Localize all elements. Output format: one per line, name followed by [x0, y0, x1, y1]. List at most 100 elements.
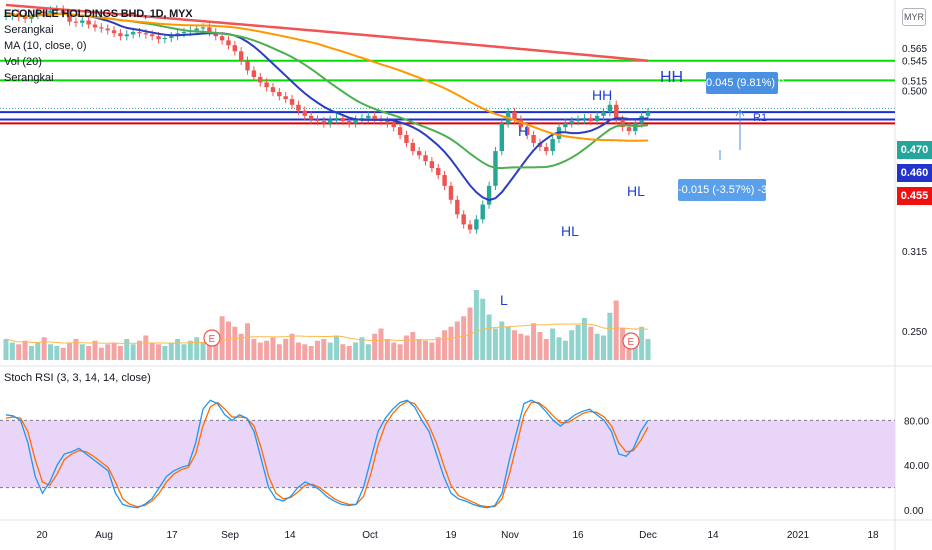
candle-body — [397, 127, 403, 135]
candle-body — [321, 121, 327, 124]
x-axis-tick: 18 — [867, 530, 879, 541]
candle-body — [264, 82, 269, 88]
volume-bar — [124, 339, 130, 360]
candle-body — [41, 11, 47, 14]
volume-bar — [429, 342, 435, 360]
volume-bar — [601, 335, 607, 360]
currency-button[interactable]: MYR — [902, 8, 926, 26]
candle-body — [270, 87, 276, 93]
volume-bar — [442, 330, 448, 360]
volume-bar — [156, 344, 162, 360]
annotation-label: HL — [561, 223, 579, 239]
volume-bar — [22, 340, 28, 360]
legend-line-2: MA (10, close, 0) — [4, 40, 87, 52]
volume-bar — [200, 342, 206, 360]
ma-10-line — [5, 12, 649, 202]
x-axis-tick: 14 — [284, 530, 296, 541]
price-y-tick: 0.315 — [902, 247, 927, 258]
annotation-label: H — [518, 123, 528, 139]
volume-bar — [346, 346, 352, 360]
volume-bar — [550, 328, 556, 360]
volume-bar — [594, 333, 600, 360]
volume-bar — [136, 340, 142, 360]
price-y-tick: 0.515 — [902, 76, 927, 87]
volume-bar — [645, 339, 651, 360]
volume-bar — [143, 335, 149, 360]
stoch-y-tick: 40.00 — [904, 461, 929, 472]
volume-bar — [543, 339, 549, 360]
candle-body — [645, 112, 651, 116]
candle-body — [99, 27, 104, 29]
volume-bar — [512, 330, 518, 360]
volume-bar — [607, 312, 613, 360]
candle-body — [105, 28, 110, 31]
candle-body — [200, 27, 206, 29]
candle-body — [512, 112, 517, 120]
candle-body — [80, 20, 85, 23]
volume-bar — [3, 339, 9, 360]
candle-body — [245, 60, 250, 71]
volume-bar — [117, 346, 123, 360]
price-y-tick: 0.565 — [902, 44, 927, 55]
earnings-marker-label: E — [209, 334, 216, 345]
volume-bar — [111, 342, 117, 360]
candle-body — [149, 34, 155, 37]
earnings-marker — [622, 332, 640, 350]
price-y-tick: 0.500 — [902, 87, 927, 98]
candle-body — [607, 104, 613, 113]
volume-bar — [505, 326, 511, 360]
volume-bar — [149, 342, 155, 360]
candle-body — [226, 40, 231, 46]
volume-bar — [232, 326, 238, 360]
volume-bar — [569, 330, 575, 360]
candle-body — [48, 10, 53, 14]
candle-body — [296, 104, 301, 111]
volume-bar — [473, 290, 479, 360]
volume-bar — [302, 344, 308, 360]
x-axis-tick: Dec — [639, 530, 657, 541]
candle-body — [531, 134, 536, 143]
symbol-title: ECONPILE HOLDINGS BHD, 1D, MYX — [4, 8, 193, 20]
volume-bar — [531, 323, 537, 360]
volume-bar — [518, 333, 524, 360]
volume-bar — [403, 335, 409, 360]
candle-body — [480, 204, 485, 220]
volume-bar — [575, 325, 581, 360]
volume-bar — [206, 344, 212, 360]
candle-body — [461, 214, 466, 225]
volume-bar — [289, 333, 295, 360]
volume-bar — [86, 346, 92, 360]
volume-bar — [194, 337, 200, 360]
red-line-price-tag: 0.455 — [897, 187, 932, 205]
candle-body — [143, 33, 149, 35]
volume-bar — [162, 346, 168, 360]
x-axis-tick: 19 — [445, 530, 457, 541]
candle-body — [410, 142, 416, 152]
candle-body — [474, 219, 479, 230]
volume-bar — [581, 318, 587, 360]
legend-line-1: Serangkai — [4, 24, 54, 36]
candle-body — [442, 175, 447, 186]
candle-body — [391, 123, 396, 128]
volume-bar — [556, 337, 562, 360]
candle-body — [162, 37, 168, 40]
candle-body — [569, 121, 574, 124]
candle-body — [436, 168, 441, 176]
volume-bar — [423, 340, 429, 360]
stoch-y-tick: 80.00 — [904, 416, 929, 427]
earnings-marker — [203, 329, 221, 347]
volume-bar — [276, 344, 282, 360]
volume-bar — [524, 335, 530, 360]
volume-bar — [467, 307, 473, 360]
volume-bar — [308, 346, 314, 360]
candle-body — [594, 115, 600, 122]
candle-body — [207, 27, 212, 33]
volume-bar — [620, 328, 626, 360]
volume-bar — [245, 323, 251, 360]
candle-body — [582, 118, 587, 120]
candle-body — [525, 127, 530, 135]
current-price-tag: 0.470 — [897, 141, 932, 159]
candle-body — [423, 155, 428, 162]
candle-body — [366, 115, 371, 119]
volume-bar — [327, 342, 333, 360]
